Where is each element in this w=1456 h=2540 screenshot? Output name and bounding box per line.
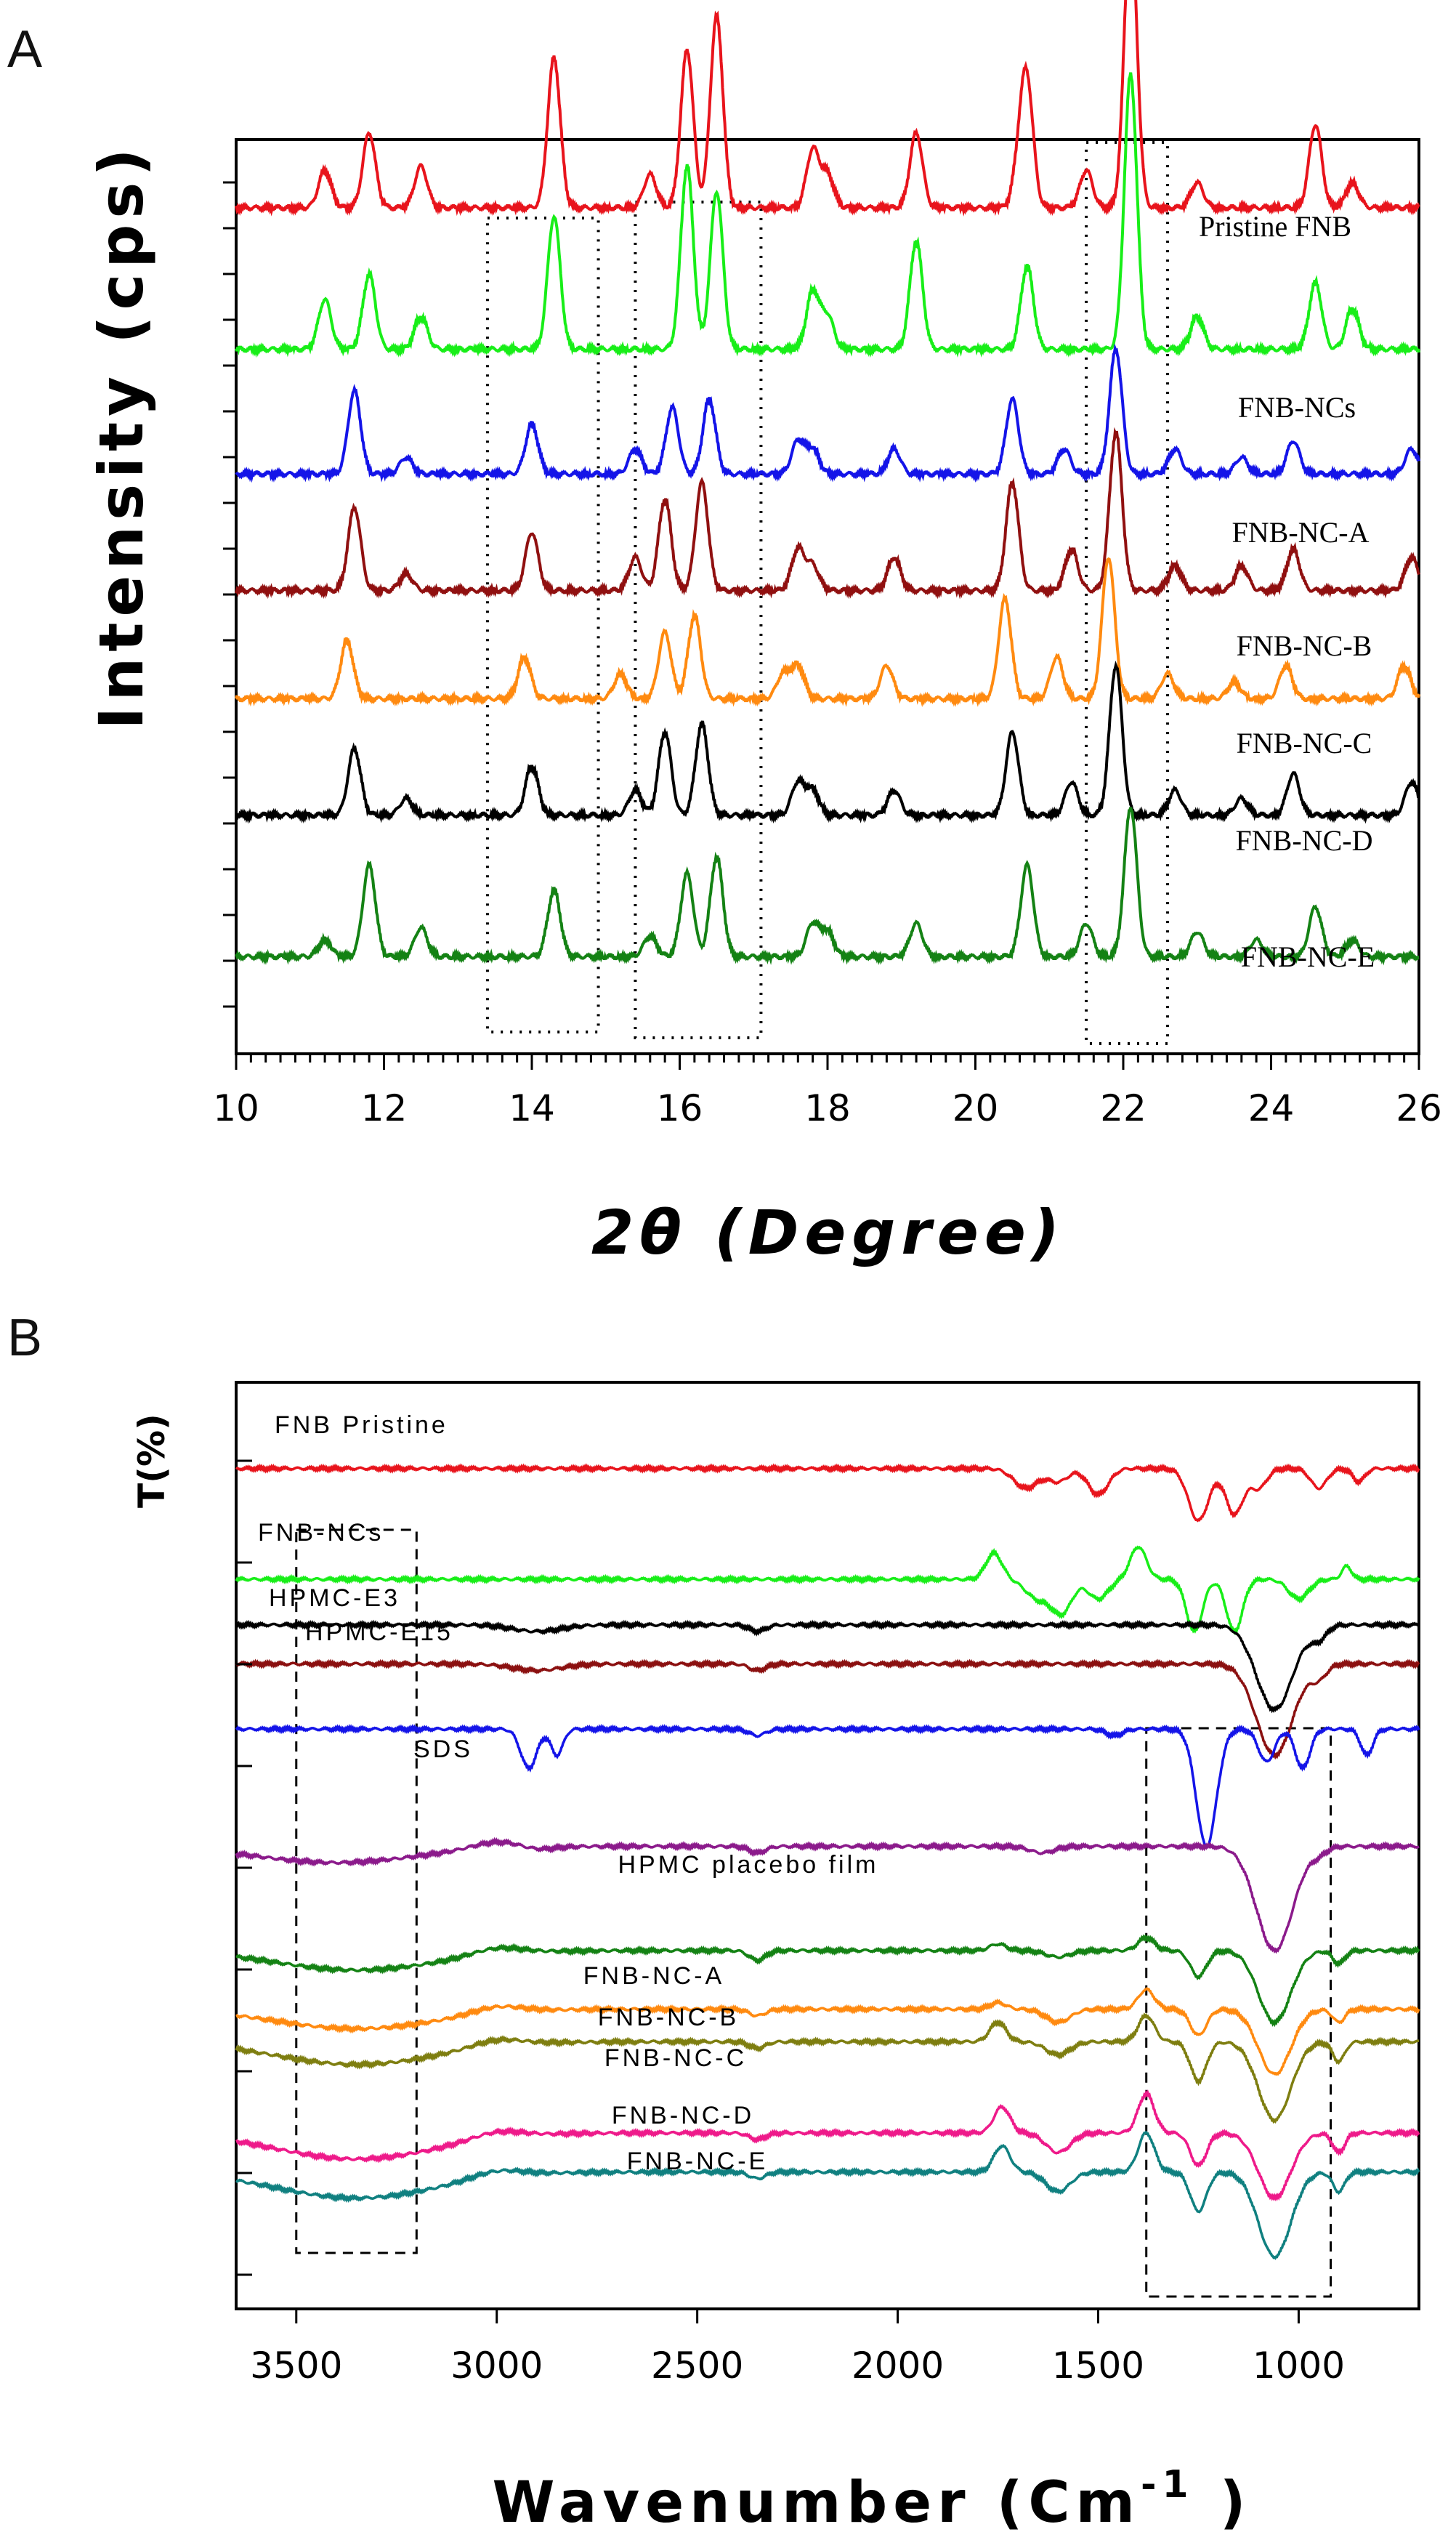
series-label: FNB-NC-A xyxy=(583,1962,724,1990)
x-tick-label: 2000 xyxy=(852,2345,944,2387)
x-axis-title-b-main: Wavenumber (Cm xyxy=(492,2470,1141,2536)
series-label: SDS xyxy=(413,1735,473,1763)
series-label: FNB-NC-B xyxy=(598,2004,739,2031)
chart-b: 3500 3000 2500 2000 1500 1000 FNB PristineFNB… xyxy=(131,1381,1420,2536)
series-label: FNB-NC-C xyxy=(1237,727,1372,759)
plot-frame-b xyxy=(235,1381,1420,2310)
series-group-a xyxy=(235,0,1420,966)
x-tick-label: 16 xyxy=(657,1087,703,1129)
series-label: Pristine FNB xyxy=(1199,210,1351,243)
x-tick-label: 12 xyxy=(361,1087,408,1129)
series-line xyxy=(235,2130,1420,2260)
series-line xyxy=(235,72,1420,358)
annotation-box xyxy=(295,1528,418,2254)
series-line xyxy=(235,0,1420,217)
x-ticks-b: 3500 3000 2500 2000 1500 1000 xyxy=(250,2309,1345,2387)
x-tick-label: 24 xyxy=(1248,1087,1295,1129)
series-label: FNB-NC-C xyxy=(604,2044,747,2072)
series-label: FNB-NC-B xyxy=(1237,629,1372,662)
x-tick-label: 3500 xyxy=(250,2345,342,2387)
series-line xyxy=(235,1837,1420,1954)
x-tick-label: 1500 xyxy=(1052,2345,1144,2387)
x-tick-label: 1000 xyxy=(1253,2345,1345,2387)
series-line xyxy=(235,807,1420,966)
x-axis-title-a: 2θ (Degree) xyxy=(591,1197,1065,1268)
series-line xyxy=(235,1658,1420,1760)
series-line xyxy=(235,1723,1420,1848)
series-label: FNB-NCs xyxy=(1238,391,1356,424)
x-tick-label: 10 xyxy=(213,1087,259,1129)
x-axis-title-b-sup: -1 xyxy=(1141,2463,1194,2507)
series-group-b xyxy=(235,1463,1420,2260)
series-line xyxy=(235,1934,1420,2028)
panel-letter-a: A xyxy=(7,20,42,78)
series-label: FNB-NC-A xyxy=(1232,516,1370,549)
x-tick-label: 18 xyxy=(804,1087,851,1129)
series-line xyxy=(235,557,1420,708)
y-axis-title-a: Intensity (cps) xyxy=(86,142,157,730)
series-line xyxy=(235,2012,1420,2124)
y-ticks-b xyxy=(236,1459,252,2276)
plot-frame-a xyxy=(235,138,1420,1055)
chart-a: 10 12 14 16 18 20 22 24 26 Pristine FNB FNB-NCs FN… xyxy=(86,0,1442,1268)
series-line xyxy=(235,427,1420,600)
series-labels-a: Pristine FNB FNB-NCs FNB-NC-A FNB-NC-B FNB-N… xyxy=(1199,210,1375,973)
series-labels-b: FNB Pristine FNB-NCs HPMC-E3 HPMC-E15 SDS HPM… xyxy=(258,1411,879,2175)
x-tick-label: 26 xyxy=(1396,1087,1442,1129)
annotation-box xyxy=(485,217,600,1033)
series-label: FNB-NC-E xyxy=(627,2148,768,2175)
series-line xyxy=(235,2089,1420,2201)
series-label: HPMC-E3 xyxy=(269,1584,400,1612)
x-axis-title-b-end: ) xyxy=(1194,2470,1252,2536)
x-tick-label: 22 xyxy=(1100,1087,1146,1129)
series-label: FNB-NC-E xyxy=(1241,940,1375,973)
panel-letter-b: B xyxy=(7,1309,42,1367)
series-line xyxy=(235,343,1420,483)
series-line xyxy=(235,661,1420,824)
series-label: FNB-NCs xyxy=(258,1519,384,1547)
series-line xyxy=(235,1545,1420,1636)
x-axis-title-b: Wavenumber (Cm-1 ) xyxy=(492,2463,1251,2536)
series-line xyxy=(235,1619,1420,1714)
series-label: HPMC placebo film xyxy=(618,1851,879,1879)
series-line xyxy=(235,1463,1420,1523)
y-axis-title-b: T(%) xyxy=(131,1414,173,1508)
series-label: FNB-NC-D xyxy=(612,2102,754,2129)
y-ticks-a xyxy=(223,181,236,1008)
series-label: FNB-NC-D xyxy=(1236,824,1373,857)
x-tick-label: 14 xyxy=(509,1087,555,1129)
series-label: FNB Pristine xyxy=(275,1411,448,1439)
series-label: HPMC-E15 xyxy=(305,1618,453,1646)
series-line xyxy=(235,1987,1420,2076)
x-tick-label: 2500 xyxy=(651,2345,743,2387)
x-tick-label: 3000 xyxy=(450,2345,543,2387)
x-tick-label: 20 xyxy=(953,1087,999,1129)
x-ticks-a: 10 12 14 16 18 20 22 24 26 xyxy=(213,1054,1442,1129)
